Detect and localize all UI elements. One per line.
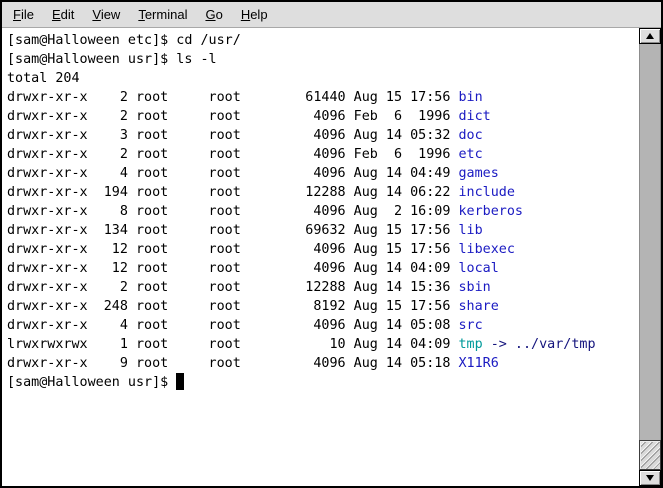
terminal-line: drwxr-xr-x 12 root root 4096 Aug 15 17:5…	[7, 242, 515, 257]
menu-item-file[interactable]: File	[13, 7, 34, 22]
terminal-line: drwxr-xr-x 4 root root 4096 Aug 14 05:08…	[7, 318, 483, 333]
file-name: etc	[458, 147, 483, 162]
symlink-target: -> ../var/tmp	[482, 337, 596, 352]
file-name: kerberos	[458, 204, 523, 219]
scroll-down-icon	[646, 475, 654, 481]
scrollbar-track[interactable]	[639, 44, 661, 470]
terminal-line: lrwxrwxrwx 1 root root 10 Aug 14 04:09 t…	[7, 337, 596, 352]
terminal-cursor	[176, 373, 185, 390]
terminal-line: drwxr-xr-x 248 root root 8192 Aug 15 17:…	[7, 299, 499, 314]
scrollbar-widget	[639, 28, 661, 486]
terminal-line: drwxr-xr-x 9 root root 4096 Aug 14 05:18…	[7, 356, 499, 371]
file-name: lib	[458, 223, 483, 238]
file-name: include	[458, 185, 515, 200]
scroll-down-button[interactable]	[639, 470, 661, 486]
terminal-line: drwxr-xr-x 8 root root 4096 Aug 2 16:09 …	[7, 204, 523, 219]
terminal-line: drwxr-xr-x 134 root root 69632 Aug 15 17…	[7, 223, 483, 238]
terminal-line: drwxr-xr-x 4 root root 4096 Aug 14 04:49…	[7, 166, 499, 181]
file-name: X11R6	[458, 356, 499, 371]
terminal-line: drwxr-xr-x 3 root root 4096 Aug 14 05:32…	[7, 128, 483, 143]
file-name: dict	[458, 109, 491, 124]
menu-bar: File Edit View Terminal Go Help	[2, 2, 661, 28]
file-name: bin	[458, 90, 483, 105]
terminal-line: [sam@Halloween usr]$	[7, 373, 634, 392]
terminal-line: drwxr-xr-x 12 root root 4096 Aug 14 04:0…	[7, 261, 499, 276]
file-name: libexec	[458, 242, 515, 257]
menu-item-help[interactable]: Help	[240, 7, 268, 22]
menu-item-terminal[interactable]: Terminal	[138, 7, 188, 22]
scrollbar-thumb[interactable]	[639, 440, 661, 470]
terminal-line: drwxr-xr-x 2 root root 4096 Feb 6 1996 d…	[7, 109, 491, 124]
scroll-up-button[interactable]	[639, 28, 661, 44]
terminal-line: drwxr-xr-x 194 root root 12288 Aug 14 06…	[7, 185, 515, 200]
terminal-line: [sam@Halloween usr]$ ls -l	[7, 52, 217, 67]
file-name: src	[458, 318, 483, 333]
file-name: sbin	[458, 280, 491, 295]
terminal-line: total 204	[7, 71, 80, 86]
terminal-line: [sam@Halloween etc]$ cd /usr/	[7, 33, 241, 48]
file-name: tmp	[458, 337, 483, 352]
file-name: games	[458, 166, 499, 181]
file-name: doc	[458, 128, 483, 143]
terminal-output[interactable]: [sam@Halloween etc]$ cd /usr/ [sam@Hallow…	[2, 28, 634, 486]
menu-item-go[interactable]: Go	[205, 7, 223, 22]
scrollbar	[634, 28, 661, 486]
terminal-line: drwxr-xr-x 2 root root 61440 Aug 15 17:5…	[7, 90, 483, 105]
terminal-line: drwxr-xr-x 2 root root 4096 Feb 6 1996 e…	[7, 147, 483, 162]
terminal-line: drwxr-xr-x 2 root root 12288 Aug 14 15:3…	[7, 280, 491, 295]
window-content: [sam@Halloween etc]$ cd /usr/ [sam@Hallow…	[2, 28, 661, 486]
menu-item-view[interactable]: View	[92, 7, 121, 22]
file-name: share	[458, 299, 499, 314]
scroll-up-icon	[646, 33, 654, 39]
file-name: local	[458, 261, 499, 276]
menu-item-edit[interactable]: Edit	[51, 7, 75, 22]
